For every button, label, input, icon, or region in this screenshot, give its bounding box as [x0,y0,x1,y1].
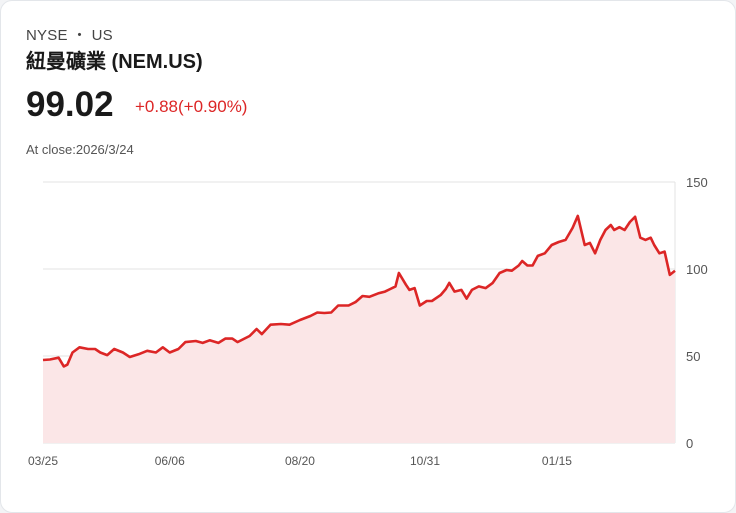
y-tick-label: 100 [686,262,708,277]
close-time: At close:2026/3/24 [26,142,134,157]
price-line [42,214,676,368]
x-tick-label: 10/31 [410,454,440,468]
price-area [43,215,675,443]
x-tick-label: 06/06 [155,454,185,468]
price-change: +0.88(+0.90%) [135,97,248,116]
separator: ・ [72,27,88,44]
market: US [91,27,113,44]
y-tick-label: 0 [686,436,693,451]
exchange: NYSE [26,27,68,44]
y-tick-label: 150 [686,175,708,190]
y-tick-label: 50 [686,349,700,364]
stock-price: 99.02 [26,85,114,124]
stock-title: 紐曼礦業 (NEM.US) [26,51,203,73]
x-tick-label: 08/20 [285,454,315,468]
x-tick-label: 03/25 [28,454,58,468]
exchange-line: NYSE ・ US [26,24,113,45]
x-tick-label: 01/15 [542,454,572,468]
